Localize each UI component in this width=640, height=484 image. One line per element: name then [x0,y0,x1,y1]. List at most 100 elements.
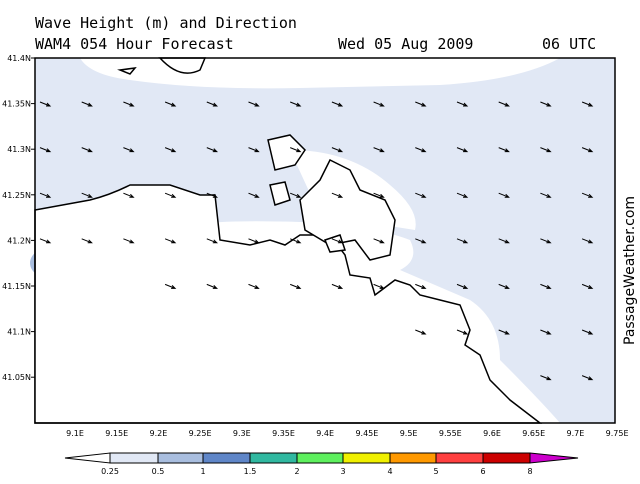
land [34,184,543,424]
wave-arrow [290,238,302,244]
land [35,220,165,423]
land [267,134,306,171]
colorbar-label: 8 [527,467,532,476]
wave-arrow [123,147,135,153]
wave-arrow [248,238,260,244]
wave-arrow [123,101,135,107]
lat-label: 41.4N [7,54,31,63]
wave-arrow [581,283,594,289]
wave-arrow [498,192,510,198]
wave-arrow [581,238,594,244]
land [323,234,346,253]
colorbar-cell [202,452,251,464]
wave-arrow [331,192,344,198]
watermark: PassageWeather.com [622,196,638,345]
wave-arrow [248,147,260,153]
lat-label: 41.15N [2,282,31,291]
colorbar-label: 1.5 [244,467,257,476]
wave-arrow [581,101,594,107]
lat-label: 41.2N [7,236,31,245]
wave-arrow [498,147,510,153]
wave-arrow [456,192,469,198]
wave-arrow [164,238,177,244]
wave-arrow [331,147,344,153]
wave-arrow [248,192,260,198]
wave-arrow [164,101,177,107]
wave-arrow [456,238,469,244]
wave-arrow [540,192,552,198]
lon-label: 9.2E [150,429,168,438]
lon-label: 9.4E [316,429,334,438]
land [269,181,291,206]
wave-arrow [290,283,302,289]
wave-arrow [540,101,552,107]
wave-arrow [540,283,552,289]
colorbar-cell [109,452,159,464]
wave-arrow [81,238,93,244]
lon-label: 9.65E [522,429,545,438]
wave-arrow [248,101,260,107]
land [117,67,137,75]
map [30,57,615,424]
lon-label: 9.6E [483,429,501,438]
wave-arrow [456,283,469,289]
wave-arrow [415,147,427,153]
lon-label: 9.55E [439,429,462,438]
lon-label: 9.5E [400,429,418,438]
lon-label: 9.45E [355,429,378,438]
lon-label: 9.75E [606,429,629,438]
wave-arrow [290,147,302,153]
colorbar-label: 1 [200,467,205,476]
wave-arrow [248,283,260,289]
colorbar-cell [157,452,204,464]
wave-arrow [415,329,427,335]
colorbar-cell [249,452,298,464]
wave-arrow [540,238,552,244]
wave-arrow [415,192,427,198]
wave-arrow [206,192,219,198]
land [158,57,207,74]
wave-arrow [498,283,510,289]
wave-arrow [498,329,510,335]
colorbar-end [529,452,579,464]
lat-label: 41.3N [7,145,31,154]
model: WAM4 054 Hour Forecast [35,35,234,53]
wave-arrow [331,238,344,244]
colorbar-label: 0.5 [152,467,165,476]
lat-label: 41.05N [2,373,31,382]
date: Wed 05 Aug 2009 [338,35,473,53]
wave-arrow [290,101,302,107]
lon-label: 9.35E [272,429,295,438]
wave-arrow [206,283,219,289]
colorbar-label: 6 [480,467,485,476]
wave-arrow [206,147,219,153]
wave-arrow [581,375,594,381]
lat-label: 41.35N [2,100,31,109]
wave-arrow [81,192,93,198]
wave-arrow [540,329,552,335]
wave-arrow [123,238,135,244]
wave-arrow [373,147,385,153]
wave-arrow [373,283,385,289]
colorbar: 0.25 0.5 1 1.5 2 3 4 5 6 8 [64,452,579,476]
colorbar-label: 2 [294,467,299,476]
colorbar-cell [296,452,344,464]
wave-arrow [164,283,177,289]
lon-label: 9.7E [567,429,585,438]
lon-label: 9.15E [105,429,128,438]
wave-arrow [373,238,385,244]
wave-arrow [331,101,344,107]
colorbar-label: 4 [387,467,392,476]
wave-arrow [39,238,52,244]
colorbar-cell [389,452,437,464]
wave-arrow [331,283,344,289]
wave-arrow [456,101,469,107]
time: 06 UTC [542,35,596,53]
colorbar-label: 0.25 [101,467,119,476]
wave-arrow [540,147,552,153]
wave-arrow [81,101,93,107]
wave-arrow [206,101,219,107]
colorbar-cell [482,452,531,464]
colorbar-label: 3 [340,467,345,476]
